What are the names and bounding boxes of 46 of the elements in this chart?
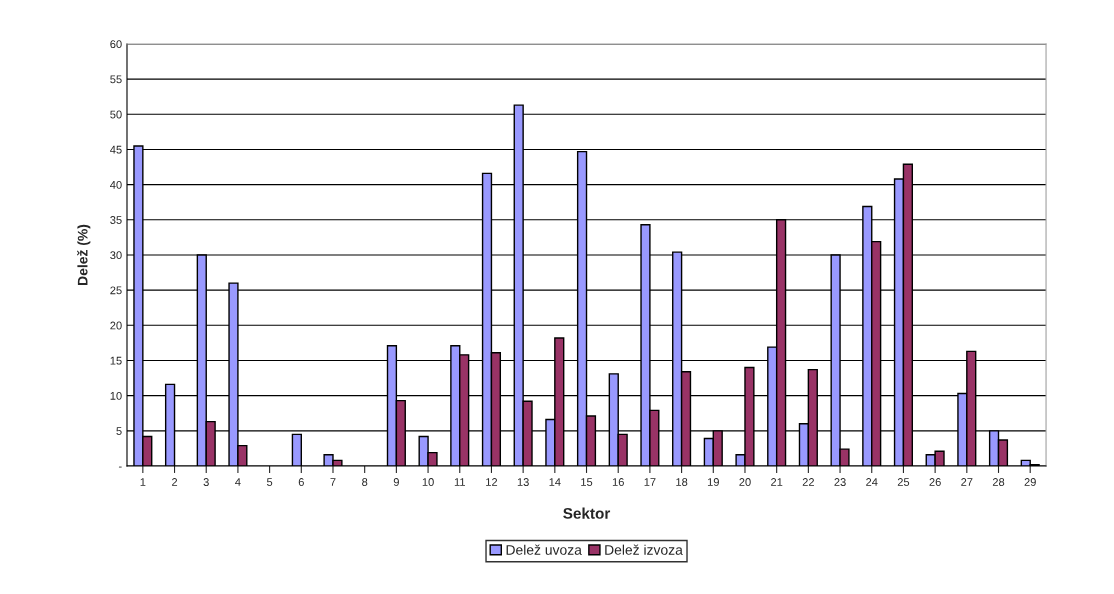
x-tick-label: 7 [330, 478, 336, 486]
x-tick-label: 19 [707, 478, 719, 486]
y-tick-label: 25 [110, 286, 122, 295]
legend-label: Delež uvoza [506, 544, 582, 555]
x-tick-label: 9 [393, 478, 399, 486]
y-tick-label: 30 [110, 251, 122, 260]
y-tick-label: 10 [110, 391, 122, 400]
x-tick-label: 12 [486, 478, 498, 486]
y-tick-label: 60 [110, 40, 122, 49]
x-tick-label: 25 [897, 478, 910, 486]
x-tick-label: 5 [266, 478, 273, 486]
x-tick-label: 17 [644, 478, 656, 486]
legend-label: Delež izvoza [605, 544, 683, 555]
x-tick-label: 16 [612, 478, 624, 486]
y-tick-label: 45 [110, 145, 122, 154]
x-axis-title: Sektor [563, 507, 611, 519]
y-tick-label: - [118, 466, 122, 468]
y-tick-label: 35 [110, 216, 122, 224]
x-tick-label: 3 [203, 478, 209, 486]
x-tick-label: 1 [140, 478, 146, 486]
y-tick-label: 15 [110, 356, 122, 365]
x-tick-label: 8 [362, 478, 368, 486]
y-tick-label: 50 [110, 110, 122, 119]
x-tick-label: 11 [454, 478, 465, 486]
y-tick-label: 55 [110, 75, 122, 84]
x-tick-label: 14 [549, 478, 561, 486]
y-tick-label: 5 [116, 427, 122, 435]
x-tick-label: 24 [866, 478, 878, 486]
x-tick-label: 10 [422, 478, 434, 486]
x-tick-label: 4 [235, 478, 241, 486]
x-tick-label: 18 [676, 478, 688, 486]
x-tick-label: 15 [581, 478, 593, 486]
x-tick-label: 13 [517, 478, 529, 486]
x-tick-label: 20 [739, 478, 751, 486]
x-tick-label: 2 [172, 478, 178, 486]
x-tick-label: 27 [961, 478, 973, 486]
x-tick-label: 29 [1024, 478, 1036, 486]
y-tick-label: 40 [110, 180, 122, 189]
x-tick-label: 6 [298, 478, 304, 486]
x-tick-label: 23 [834, 478, 846, 486]
y-axis-title: Delež (%) [77, 224, 91, 285]
y-tick-label: 20 [110, 321, 122, 330]
x-tick-label: 22 [802, 478, 814, 486]
x-tick-label: 21 [771, 478, 783, 486]
x-tick-label: 28 [992, 478, 1005, 486]
x-tick-label: 26 [929, 478, 941, 486]
